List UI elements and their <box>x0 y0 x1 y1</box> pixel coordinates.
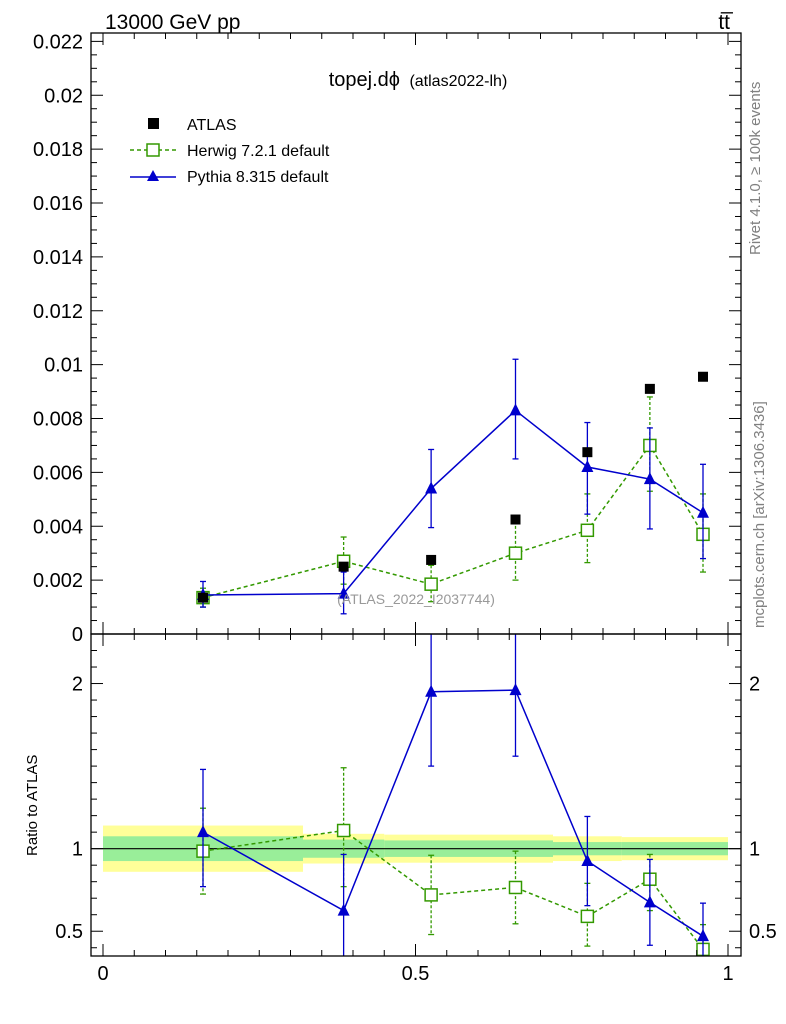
rivet-label: Rivet 4.1.0, ≥ 100k events <box>747 82 764 255</box>
plot-title-sub: (atlas2022-lh) <box>409 73 507 90</box>
ratio-pythia-point <box>697 929 709 942</box>
ratio-plot-frame <box>90 633 742 957</box>
legend-atlas-label: ATLAS <box>187 117 237 134</box>
pythia-point <box>509 403 522 416</box>
ratio-pythia-point <box>337 903 350 916</box>
y-tick-label: 0.012 <box>33 301 83 323</box>
atlas-point <box>510 514 521 525</box>
atlas-point <box>644 383 655 394</box>
watermark: (ATLAS_2022_I2037744) <box>337 591 495 607</box>
plot-title: topej.dϕ (atlas2022-lh) <box>329 69 508 91</box>
y-tick-label: 0.01 <box>44 355 83 377</box>
atlas-point <box>698 371 708 382</box>
ratio-pythia-line <box>202 689 704 937</box>
ratio-y-tick-label: 0.5 <box>55 921 83 943</box>
legend-atlas-marker <box>148 118 159 129</box>
ratio-herwig-point <box>424 888 438 902</box>
ratio-y-tick-label: 2 <box>72 674 83 696</box>
ratio-pythia-point <box>581 854 594 867</box>
x-tick-label: 0 <box>97 963 108 985</box>
x-tick-label: 0.5 <box>402 963 430 985</box>
pythia-point <box>337 586 350 599</box>
ratio-ylabel: Ratio to ATLAS <box>24 755 41 856</box>
x-tick-label: 1 <box>722 963 733 985</box>
plot-title-main: topej.dϕ <box>329 69 400 91</box>
ratio-y-tick-label: 1 <box>72 839 83 861</box>
y-tick-label: 0 <box>72 624 83 646</box>
atlas-point <box>198 592 208 603</box>
pythia-point <box>643 472 656 485</box>
herwig-point <box>580 523 595 538</box>
ratio-herwig-point <box>336 823 351 838</box>
ratio-y-tick-label-right: 0.5 <box>749 921 777 943</box>
pythia-point <box>697 505 709 518</box>
legend-herwig-marker <box>146 143 160 157</box>
legend-pythia-marker <box>147 170 159 181</box>
ratio-y-tick-label-right: 1 <box>749 839 760 861</box>
ratio-pythia-point <box>643 895 656 908</box>
y-tick-label: 0.018 <box>33 139 83 161</box>
ratio-pythia-point <box>425 684 438 697</box>
pythia-point <box>581 459 594 472</box>
y-tick-label: 0.004 <box>33 516 83 538</box>
y-tick-label: 0.02 <box>44 85 83 107</box>
y-tick-label: 0.006 <box>33 462 83 484</box>
atlas-point <box>338 561 349 572</box>
herwig-point <box>508 546 523 560</box>
y-tick-label: 0.014 <box>33 247 83 269</box>
herwig-point <box>424 577 438 591</box>
pythia-line <box>202 409 704 596</box>
ratio-herwig-point <box>508 880 523 895</box>
y-tick-label: 0.016 <box>33 193 83 215</box>
mcplots-label: mcplots.cern.ch [arXiv:1306.3436] <box>751 401 768 628</box>
legend-herwig-label: Herwig 7.2.1 default <box>187 143 330 160</box>
pythia-point <box>425 481 438 494</box>
energy-label: 13000 GeV pp <box>105 11 240 34</box>
y-tick-label: 0.002 <box>33 570 83 592</box>
ratio-pythia-point <box>197 825 209 838</box>
y-tick-label: 0.022 <box>33 31 83 53</box>
legend-pythia-label: Pythia 8.315 default <box>187 169 329 186</box>
atlas-point <box>426 554 437 565</box>
atlas-point <box>582 447 593 458</box>
ratio-pythia-point <box>509 683 522 696</box>
y-tick-label: 0.008 <box>33 409 83 431</box>
legend: ATLAS Herwig 7.2.1 default Pythia 8.315 … <box>130 117 330 186</box>
ratio-y-tick-label-right: 2 <box>749 674 760 696</box>
ratio-herwig-point <box>580 909 595 924</box>
process-label: tt̅ <box>718 11 734 34</box>
